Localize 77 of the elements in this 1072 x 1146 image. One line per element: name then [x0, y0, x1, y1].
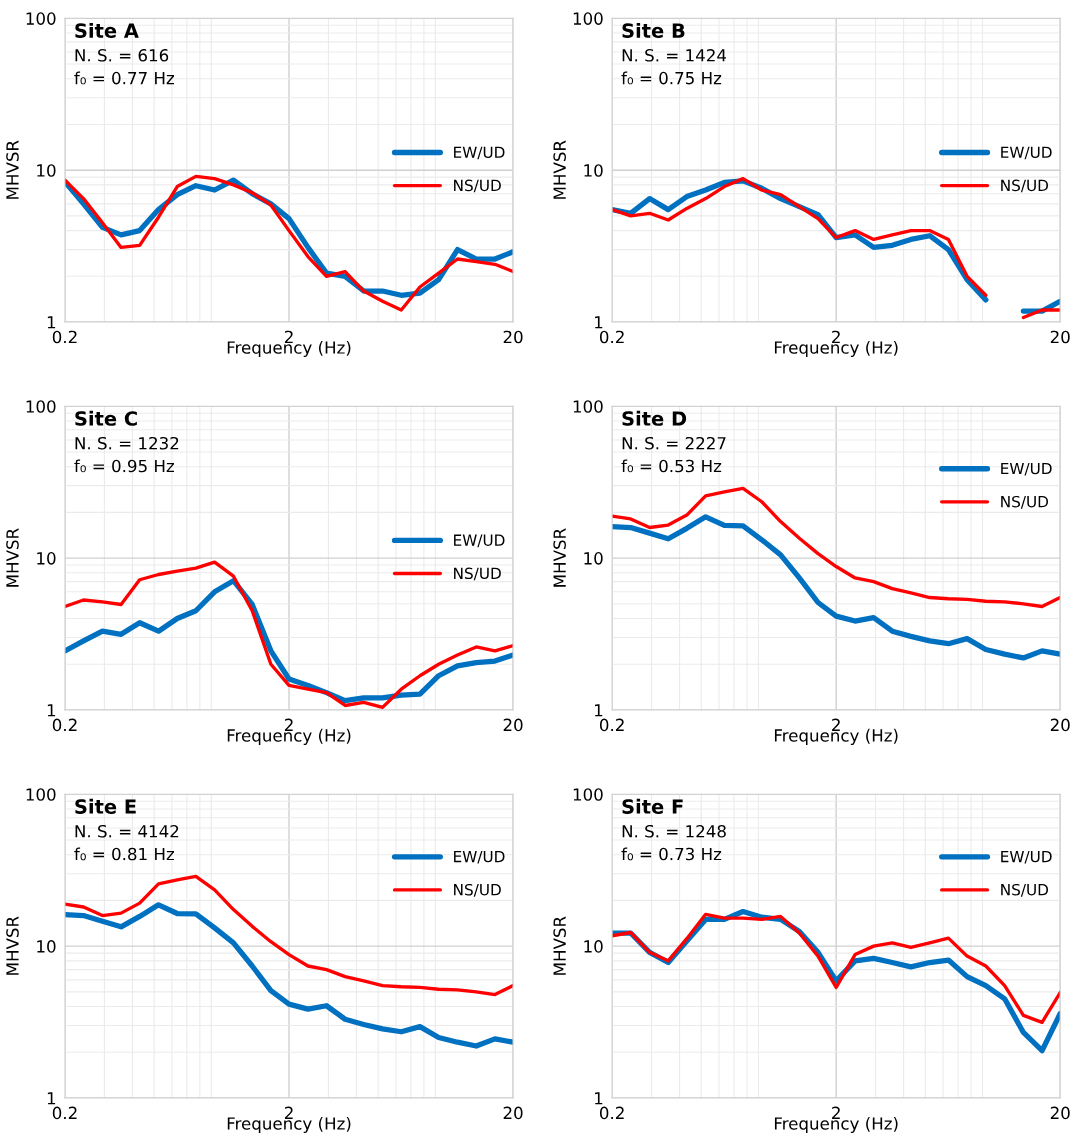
y-tick-label: 100: [573, 400, 603, 413]
y-tick-label: 100: [573, 12, 603, 25]
y-axis-title: MHVSR: [6, 140, 19, 199]
x-tick-label: 2: [284, 718, 293, 731]
y-axis-title: MHVSR: [553, 528, 566, 587]
annotation: f₀ = 0.77 Hz: [74, 71, 175, 85]
x-axis-title: Frequency (Hz): [227, 728, 351, 745]
legend-label: EW/UD: [454, 850, 505, 864]
legend-label: EW/UD: [1001, 850, 1052, 864]
y-axis-title: MHVSR: [6, 528, 19, 587]
y-tick-label: 100: [573, 788, 603, 801]
legend-label: EW/UD: [454, 146, 505, 160]
x-tick-label: 0.2: [52, 1106, 77, 1120]
y-tick-label: 1: [595, 316, 603, 329]
annotation: N. S. = 4142: [75, 824, 179, 838]
legend-label: NS/UD: [454, 179, 501, 193]
x-axis-title: Frequency (Hz): [774, 728, 898, 745]
y-tick-label: 10: [584, 164, 603, 177]
legend-label: NS/UD: [1001, 883, 1049, 897]
chart-title: Site B: [622, 22, 685, 38]
annotation: N. S. = 616: [75, 49, 169, 62]
x-tick-label: 20: [1050, 1106, 1070, 1120]
y-tick-label: 10: [37, 552, 56, 565]
y-tick-label: 100: [26, 400, 56, 413]
annotation: f₀ = 0.53 Hz: [621, 459, 722, 473]
y-tick-label: 100: [26, 12, 56, 25]
y-axis-title: MHVSR: [553, 916, 566, 975]
line-series: [612, 486, 1061, 609]
x-tick-label: 0.2: [52, 718, 77, 732]
legend-label: EW/UD: [1001, 146, 1052, 160]
line-series: [612, 912, 1061, 1024]
legend-label: EW/UD: [1001, 462, 1052, 476]
chart-title: Site D: [622, 410, 687, 426]
x-tick-label: 20: [503, 1106, 523, 1120]
annotation: N. S. = 2227: [622, 436, 726, 450]
y-tick-label: 10: [584, 940, 603, 953]
x-tick-label: 20: [1050, 718, 1070, 732]
chart-title: Site E: [75, 798, 136, 814]
annotation: N. S. = 1232: [75, 436, 179, 450]
y-tick-label: 100: [26, 788, 56, 801]
y-tick-label: 1: [595, 704, 603, 717]
chart-title: Site C: [75, 410, 137, 426]
x-tick-label: 0.2: [599, 1106, 624, 1120]
y-tick-label: 10: [37, 164, 56, 177]
x-tick-label: 0.2: [599, 330, 624, 344]
x-tick-label: 2: [832, 1106, 840, 1119]
legend-label: NS/UD: [1001, 495, 1049, 509]
x-tick-label: 0.2: [599, 718, 624, 732]
annotation: N. S. = 1248: [622, 824, 726, 838]
x-tick-label: 20: [1050, 330, 1070, 344]
y-tick-label: 10: [584, 552, 603, 565]
y-tick-label: 1: [47, 704, 56, 717]
y-axis-title: MHVSR: [553, 140, 566, 199]
annotation: f₀ = 0.81 Hz: [74, 847, 175, 861]
x-tick-label: 2: [284, 1106, 293, 1119]
line-series: [64, 874, 514, 997]
y-tick-label: 1: [47, 316, 56, 329]
x-tick-label: 2: [832, 718, 840, 731]
y-tick-label: 1: [47, 1092, 56, 1105]
x-tick-label: 20: [503, 330, 523, 344]
annotation: f₀ = 0.95 Hz: [74, 459, 175, 473]
legend-label: NS/UD: [1001, 179, 1049, 193]
x-tick-label: 20: [503, 718, 523, 732]
legend-label: NS/UD: [454, 883, 501, 897]
x-axis-title: Frequency (Hz): [774, 1116, 898, 1134]
x-tick-label: 0.2: [52, 330, 77, 344]
legend-label: EW/UD: [454, 534, 505, 548]
chart-title: Site F: [622, 798, 683, 814]
x-axis-title: Frequency (Hz): [227, 1116, 351, 1134]
annotation: f₀ = 0.73 Hz: [621, 847, 722, 861]
y-axis-title: MHVSR: [6, 916, 19, 975]
chart-title: Site A: [75, 22, 139, 38]
annotation: f₀ = 0.75 Hz: [621, 71, 722, 85]
y-tick-label: 10: [37, 940, 56, 953]
legend-label: NS/UD: [454, 567, 501, 581]
y-tick-label: 1: [595, 1092, 603, 1105]
annotation: N. S. = 1424: [622, 49, 727, 62]
